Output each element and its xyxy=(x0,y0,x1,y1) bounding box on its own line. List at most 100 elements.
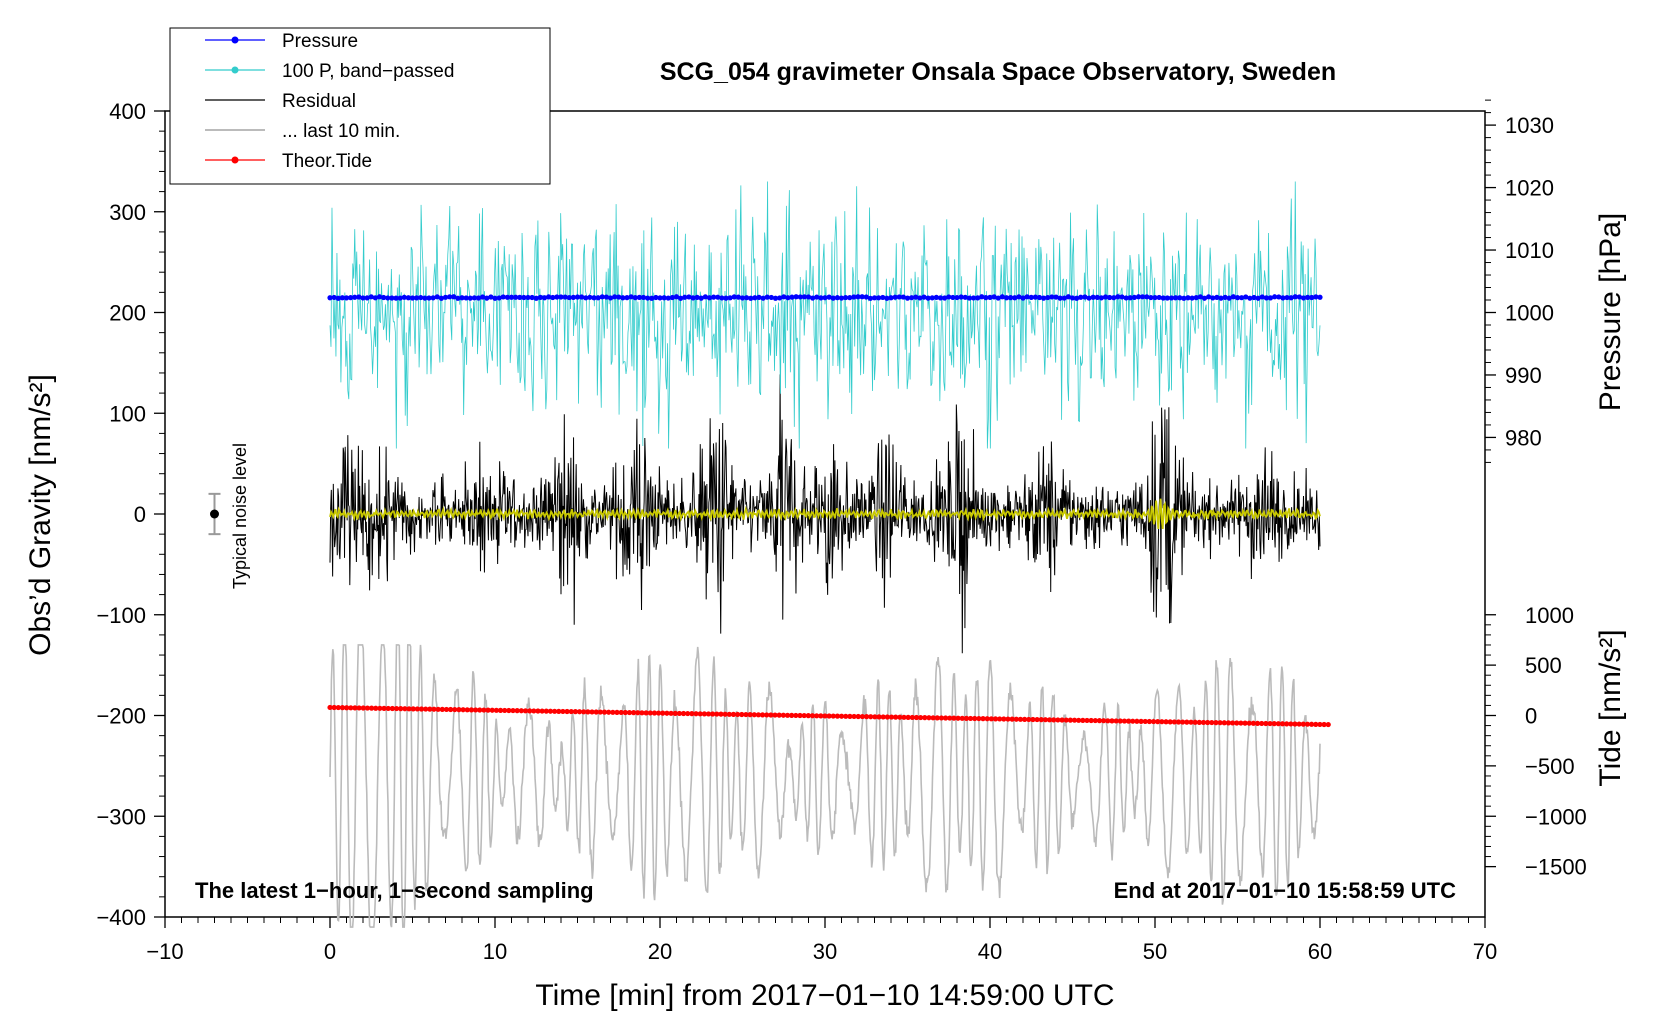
pressure-point xyxy=(372,295,378,301)
pressure-point xyxy=(451,294,457,300)
theor-tide-point xyxy=(1309,721,1315,727)
y-tick-label: −200 xyxy=(96,704,146,729)
pressure-point xyxy=(599,294,605,300)
theor-tide-point xyxy=(456,707,462,713)
pressure-point xyxy=(995,295,1001,301)
pressure-point xyxy=(1008,295,1014,301)
pressure-point xyxy=(1045,294,1051,301)
theor-tide-point xyxy=(913,714,920,721)
pressure-point xyxy=(1111,295,1117,301)
theor-tide-point xyxy=(859,713,866,720)
pressure-point xyxy=(1024,294,1030,300)
pressure-point xyxy=(1144,294,1150,300)
theor-tide-point xyxy=(1254,720,1261,726)
pressure-point xyxy=(900,294,906,300)
pressure-point xyxy=(880,294,886,301)
theor-tide-point xyxy=(843,713,849,719)
theor-tide-point xyxy=(805,713,811,719)
theor-tide-point xyxy=(697,711,703,717)
theor-tide-point xyxy=(722,711,728,717)
theor-tide-point xyxy=(410,706,416,712)
theor-tide-point xyxy=(1163,719,1169,725)
x-tick-label: 0 xyxy=(324,939,336,964)
theor-tide-point xyxy=(1284,721,1290,727)
pressure-point xyxy=(1078,294,1084,300)
theor-tide-point xyxy=(606,709,612,715)
theor-tide-point xyxy=(718,711,724,717)
pressure-point xyxy=(397,295,403,301)
theor-tide-point xyxy=(576,709,583,715)
pressure-point xyxy=(999,294,1005,300)
pressure-point xyxy=(418,294,424,301)
pressure-point xyxy=(851,294,857,300)
pressure-point xyxy=(1152,294,1158,301)
theor-tide-point xyxy=(664,710,670,716)
theor-tide-point xyxy=(1071,717,1078,723)
theor-tide-point xyxy=(547,708,554,714)
theor-tide-point xyxy=(402,706,408,712)
pressure-point xyxy=(525,294,531,301)
theor-tide-point xyxy=(406,706,412,712)
theor-tide-point xyxy=(647,710,653,716)
pressure-point xyxy=(612,294,618,300)
pressure-point xyxy=(624,295,630,301)
pressure-point xyxy=(603,294,609,300)
theor-tide-point xyxy=(1038,717,1044,723)
theor-tide-point xyxy=(1051,717,1057,723)
pressure-tick-label: 980 xyxy=(1505,425,1542,450)
pressure-point xyxy=(537,294,543,300)
pressure-point xyxy=(434,294,440,300)
theor-tide-point xyxy=(1009,716,1015,722)
theor-tide-point xyxy=(776,712,782,718)
theor-tide-point xyxy=(385,705,391,712)
theor-tide-point xyxy=(643,710,649,716)
theor-tide-point xyxy=(464,707,470,713)
theor-tide-point xyxy=(568,708,574,715)
chart-title: SCG_054 gravimeter Onsala Space Observat… xyxy=(660,58,1336,86)
theor-tide-point xyxy=(560,708,566,715)
theor-tide-point xyxy=(1059,717,1065,723)
pressure-point xyxy=(414,295,420,301)
pressure-point xyxy=(797,294,803,300)
pressure-point xyxy=(1102,294,1109,300)
pressure-point xyxy=(760,295,766,301)
theor-tide-point xyxy=(435,706,441,712)
theor-tide-point xyxy=(477,707,483,713)
theor-tide-point xyxy=(976,715,982,722)
theor-tide-point xyxy=(1080,717,1086,723)
theor-tide-point xyxy=(398,706,404,712)
pressure-point xyxy=(818,295,824,301)
x-tick-label: 70 xyxy=(1473,939,1497,964)
pressure-point xyxy=(554,294,560,300)
theor-tide-point xyxy=(1188,719,1194,725)
filtered-residual-series xyxy=(329,498,1321,530)
pressure-point xyxy=(810,295,816,301)
theor-tide-point xyxy=(905,714,911,720)
pressure-point xyxy=(356,294,362,300)
x-tick-label: 50 xyxy=(1143,939,1167,964)
theor-tide-point xyxy=(389,705,395,712)
pressure-point xyxy=(950,294,956,301)
theor-tide-point xyxy=(1096,718,1103,724)
theor-tide-point xyxy=(863,714,870,720)
theor-tide-point xyxy=(797,712,803,719)
theor-tide-point xyxy=(1155,719,1161,725)
theor-tide-point xyxy=(589,709,595,715)
theor-tide-point xyxy=(1121,718,1128,724)
theor-tide-point xyxy=(1304,721,1311,727)
theor-tide-point xyxy=(1321,721,1327,728)
theor-tide-point xyxy=(1238,720,1244,726)
theor-tide-point xyxy=(639,710,645,716)
theor-tide-point xyxy=(759,712,766,718)
theor-tide-point xyxy=(901,714,907,720)
theor-tide-point xyxy=(942,715,949,721)
pressure-point xyxy=(335,295,341,301)
pressure-point xyxy=(1206,294,1212,300)
theor-tide-point xyxy=(1271,721,1277,727)
theor-tide-point xyxy=(364,705,371,711)
pressure-point xyxy=(871,295,878,301)
pressure-point xyxy=(1086,295,1092,301)
theor-tide-point xyxy=(1105,718,1111,724)
pressure-point xyxy=(966,295,972,301)
noise-level-label: Typical noise level xyxy=(230,443,250,589)
